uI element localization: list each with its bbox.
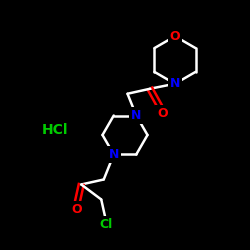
Text: N: N [131,109,141,122]
Text: O: O [170,30,180,43]
Text: N: N [108,148,119,161]
Text: O: O [71,203,82,216]
Text: HCl: HCl [42,123,68,137]
Text: Cl: Cl [100,218,113,231]
Text: O: O [157,107,168,120]
Text: N: N [170,77,180,90]
